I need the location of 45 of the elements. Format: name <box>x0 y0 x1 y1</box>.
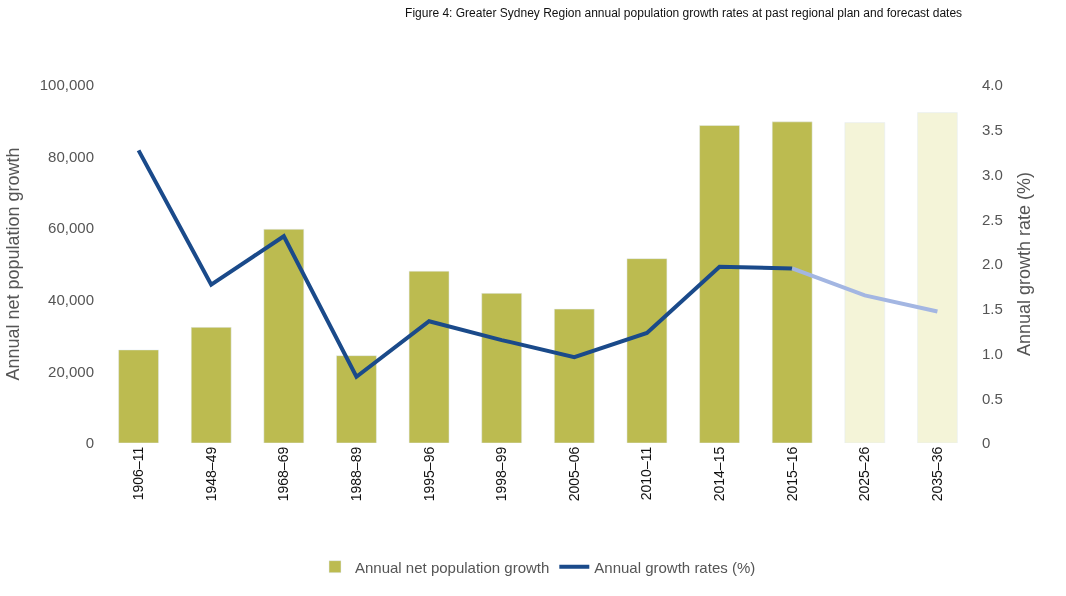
bar <box>190 327 232 443</box>
bar <box>118 349 159 443</box>
x-tick-label: 2005–06 <box>565 446 582 502</box>
x-tick-label: 1998–99 <box>493 446 510 502</box>
bar <box>771 121 813 443</box>
y2-tick-label: 4.0 <box>982 76 1003 94</box>
bar <box>626 258 668 443</box>
y2-tick-label: 0 <box>982 434 991 452</box>
bar <box>699 125 740 443</box>
x-tick-label: 2010–11 <box>638 446 655 501</box>
legend-label: Annual growth rates (%) <box>594 558 756 576</box>
bar <box>917 112 958 443</box>
y-tick-label: 40,000 <box>48 291 94 309</box>
bar <box>408 270 450 443</box>
y2-tick-label: 2.5 <box>982 210 1003 228</box>
x-tick-label: 2015–16 <box>783 446 800 502</box>
bar <box>336 355 377 443</box>
x-tick-label: 2025–26 <box>856 446 873 502</box>
bar <box>554 308 595 443</box>
y2-tick-label: 1.0 <box>982 344 1003 362</box>
y-tick-label: 100,000 <box>39 76 94 94</box>
y2-tick-label: 0.5 <box>982 389 1003 407</box>
bar <box>844 122 886 443</box>
x-tick-label: 1988–89 <box>347 446 364 502</box>
y2-tick-label: 2.0 <box>982 255 1003 273</box>
chart-title: Figure 4: Greater Sydney Region annual population growth rates at past regional plan and forecast dates <box>405 6 963 21</box>
y-axis-title: Annual net population growth <box>2 147 23 381</box>
bar <box>481 293 522 443</box>
x-tick-label: 2014–15 <box>711 446 728 502</box>
y2-tick-label: 3.0 <box>982 165 1003 183</box>
y-tick-label: 0 <box>85 434 94 452</box>
x-tick-label: 1995–96 <box>420 446 437 502</box>
bar <box>263 229 305 443</box>
legend-label: Annual net population growth <box>355 558 550 576</box>
x-tick-label: 1968–69 <box>275 446 292 502</box>
y-tick-label: 80,000 <box>48 147 94 165</box>
y-tick-label: 60,000 <box>48 219 94 237</box>
x-tick-label: 2035–36 <box>928 446 945 502</box>
y2-tick-label: 3.5 <box>982 121 1003 138</box>
y-tick-label: 20,000 <box>48 362 94 380</box>
line-series <box>136 148 795 379</box>
x-tick-label: 1906–11 <box>130 446 147 501</box>
y2-axis-title: Annual growth rate (%) <box>1013 171 1034 357</box>
y2-tick-label: 1.5 <box>982 300 1003 317</box>
x-tick-label: 1948–49 <box>202 446 219 502</box>
